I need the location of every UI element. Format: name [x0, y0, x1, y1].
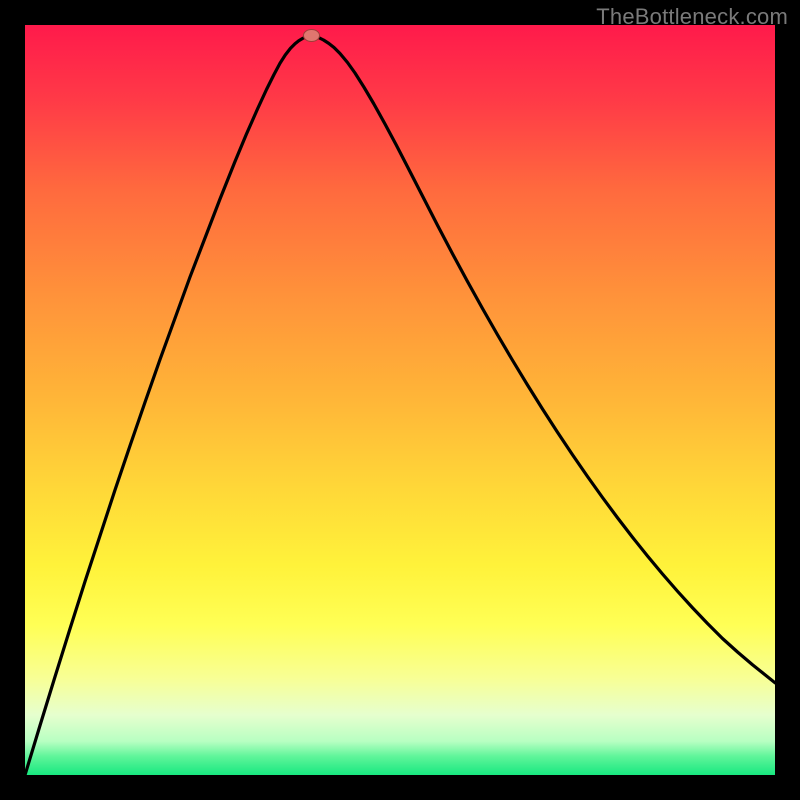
gradient-background: [25, 25, 775, 775]
chart-frame: TheBottleneck.com: [0, 0, 800, 800]
optimum-marker: [304, 30, 320, 42]
bottleneck-chart: [25, 25, 775, 775]
